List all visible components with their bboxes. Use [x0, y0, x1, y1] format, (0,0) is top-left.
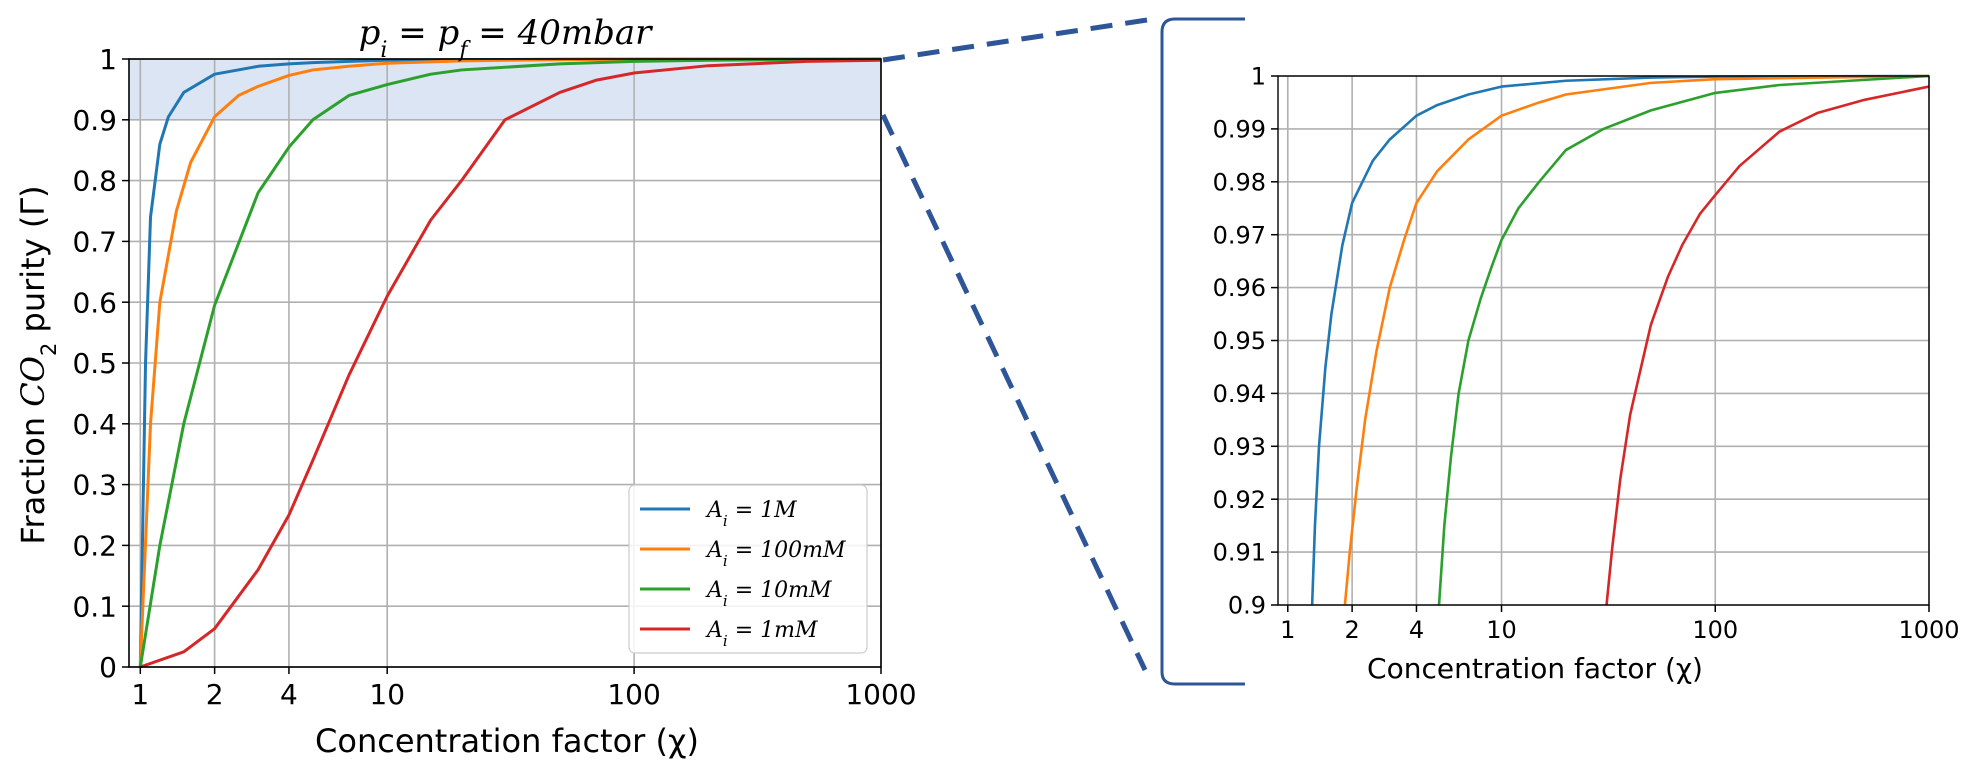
zoom-ytick-label-0-93: 0.93 — [1213, 433, 1266, 461]
main-ytick-label-1: 1 — [99, 43, 117, 76]
legend-entry-100mm: Ai = 100mM — [640, 538, 846, 570]
legend-label-1mm: Ai = 1mM — [705, 618, 818, 650]
title-equals-2: = — [467, 13, 517, 53]
zoom-xtick-label-100: 100 — [1692, 616, 1738, 644]
zoom-series-line-orange — [1343, 74, 1930, 606]
zoom-ytick-label-0-94: 0.94 — [1213, 380, 1266, 408]
title-p-symbol-2: p — [438, 13, 460, 53]
legend-entry-10mm: Ai = 10mM — [640, 578, 832, 610]
main-xtick-label-10: 10 — [369, 678, 405, 711]
main-x-ticks: 1 2 4 10 100 1000 — [131, 667, 917, 711]
zoom-series-line-red — [1605, 85, 1930, 606]
main-y-ticks: 0 0.1 0.2 0.3 0.4 0.5 0.6 0.7 0.8 0.9 1 — [72, 43, 129, 684]
zoom-x-ticks: 1 2 4 10 100 1000 — [1280, 605, 1960, 644]
zoom-ytick-label-0-92: 0.92 — [1213, 486, 1266, 514]
legend-entry-1mm: Ai = 1mM — [640, 618, 818, 650]
ylabel-co: CO — [14, 356, 52, 407]
zoom-xtick-label-4: 4 — [1409, 616, 1424, 644]
main-ytick-label-0-3: 0.3 — [72, 469, 117, 502]
main-series-line-a-i-100mm — [138, 57, 882, 668]
zoom-ytick-label-0-96: 0.96 — [1213, 274, 1266, 302]
main-xtick-label-4: 4 — [280, 678, 298, 711]
zoom-series-line-blue — [1310, 74, 1930, 606]
main-ytick-label-0-7: 0.7 — [72, 225, 117, 258]
main-ytick-label-0-6: 0.6 — [72, 286, 117, 319]
main-x-axis-label: Concentration factor (χ) — [315, 722, 699, 760]
legend-entry-1m: Ai = 1M — [640, 498, 797, 530]
zoom-bracket — [1160, 17, 1245, 686]
main-chart: 1 2 4 10 100 1000 0 0.1 0.2 0.3 0.4 0.5 0.6 0.7 0.8 0.… — [14, 13, 917, 760]
main-series-line-a-i-10mm — [138, 57, 882, 668]
zoom-chart-series — [1310, 74, 1930, 606]
main-xtick-label-2: 2 — [206, 678, 224, 711]
main-ytick-label-0-4: 0.4 — [72, 408, 117, 441]
legend-box — [628, 484, 868, 654]
zoom-series-line-green — [1437, 74, 1930, 606]
zoom-xtick-label-10: 10 — [1486, 616, 1517, 644]
main-ytick-label-0-2: 0.2 — [72, 529, 117, 562]
main-xtick-label-1: 1 — [131, 678, 149, 711]
main-ytick-label-0-5: 0.5 — [72, 347, 117, 380]
zoom-chart: 1 2 4 10 100 1000 0.9 0.91 0.92 0.93 0.94 0.95 0.96… — [1213, 63, 1960, 685]
main-ytick-label-0-8: 0.8 — [72, 165, 117, 198]
main-ytick-label-0-1: 0.1 — [72, 590, 117, 623]
legend-label-100mm: Ai = 100mM — [705, 538, 846, 570]
legend: Ai = 1M Ai = 100mM Ai = 10mM Ai = 1mM — [628, 484, 868, 654]
zoom-line-top — [882, 17, 1148, 63]
zoom-ytick-label-0-99: 0.99 — [1213, 116, 1266, 144]
zoom-xtick-label-2: 2 — [1344, 616, 1359, 644]
main-chart-title: pi = pf = 40mbar — [359, 13, 653, 63]
ylabel-sub-2: 2 — [37, 343, 61, 356]
ylabel-prefix: Fraction — [14, 407, 52, 545]
zoom-y-ticks: 0.9 0.91 0.92 0.93 0.94 0.95 0.96 0.97 0.98 0.99 1 — [1213, 63, 1278, 620]
zoom-ytick-label-1: 1 — [1251, 63, 1266, 91]
zoom-x-axis-label: Concentration factor (χ) — [1367, 652, 1703, 685]
legend-label-10mm: Ai = 10mM — [705, 578, 832, 610]
zoom-ytick-label-0-95: 0.95 — [1213, 327, 1266, 355]
main-ytick-label-0-9: 0.9 — [72, 104, 117, 137]
main-y-axis-label: Fraction CO2 purity (Γ) — [14, 185, 61, 544]
title-equals: = — [387, 13, 437, 53]
zoom-ytick-label-0-9: 0.9 — [1228, 592, 1266, 620]
main-chart-series — [138, 57, 882, 669]
zoom-connector — [880, 17, 1245, 686]
title-sub-i: i — [380, 38, 387, 63]
main-series-line-a-i-1mm — [139, 58, 882, 669]
zoom-line-bottom — [880, 113, 1148, 672]
legend-label-1m: Ai = 1M — [705, 498, 797, 530]
main-xtick-label-100: 100 — [607, 678, 660, 711]
ylabel-suffix: purity (Γ) — [14, 185, 52, 342]
title-p-symbol: p — [359, 13, 381, 53]
zoom-ytick-label-0-97: 0.97 — [1213, 221, 1266, 249]
title-value: 40mbar — [517, 13, 654, 53]
main-xtick-label-1000: 1000 — [845, 678, 916, 711]
zoom-xtick-label-1: 1 — [1280, 616, 1295, 644]
zoom-ytick-label-0-98: 0.98 — [1213, 168, 1266, 196]
zoom-xtick-label-1000: 1000 — [1898, 616, 1959, 644]
main-ytick-label-0: 0 — [99, 651, 117, 684]
zoom-ytick-label-0-91: 0.91 — [1213, 539, 1266, 567]
